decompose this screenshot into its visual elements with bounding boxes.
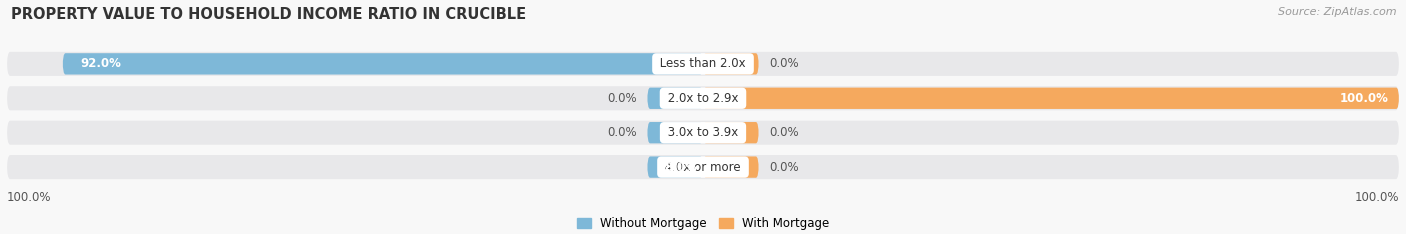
Text: PROPERTY VALUE TO HOUSEHOLD INCOME RATIO IN CRUCIBLE: PROPERTY VALUE TO HOUSEHOLD INCOME RATIO… [11,7,526,22]
FancyBboxPatch shape [647,88,703,109]
FancyBboxPatch shape [647,122,703,143]
Text: 2.0x to 2.9x: 2.0x to 2.9x [664,92,742,105]
Text: 0.0%: 0.0% [769,57,799,70]
FancyBboxPatch shape [7,155,1399,179]
Text: 0.0%: 0.0% [769,161,799,174]
Text: 0.0%: 0.0% [607,126,637,139]
FancyBboxPatch shape [647,157,703,178]
FancyBboxPatch shape [7,52,1399,76]
Text: 92.0%: 92.0% [80,57,121,70]
Text: Less than 2.0x: Less than 2.0x [657,57,749,70]
Text: Source: ZipAtlas.com: Source: ZipAtlas.com [1278,7,1396,17]
FancyBboxPatch shape [63,53,703,75]
Text: 0.0%: 0.0% [607,92,637,105]
Text: 4.0x or more: 4.0x or more [661,161,745,174]
FancyBboxPatch shape [703,122,759,143]
FancyBboxPatch shape [7,121,1399,145]
Text: 100.0%: 100.0% [1354,190,1399,204]
FancyBboxPatch shape [703,53,759,75]
Legend: Without Mortgage, With Mortgage: Without Mortgage, With Mortgage [572,212,834,234]
FancyBboxPatch shape [703,88,1399,109]
Text: 0.0%: 0.0% [769,126,799,139]
Text: 100.0%: 100.0% [7,190,52,204]
Text: 8.0%: 8.0% [665,161,697,174]
FancyBboxPatch shape [703,157,759,178]
FancyBboxPatch shape [7,86,1399,110]
Text: 100.0%: 100.0% [1340,92,1389,105]
Text: 3.0x to 3.9x: 3.0x to 3.9x [664,126,742,139]
